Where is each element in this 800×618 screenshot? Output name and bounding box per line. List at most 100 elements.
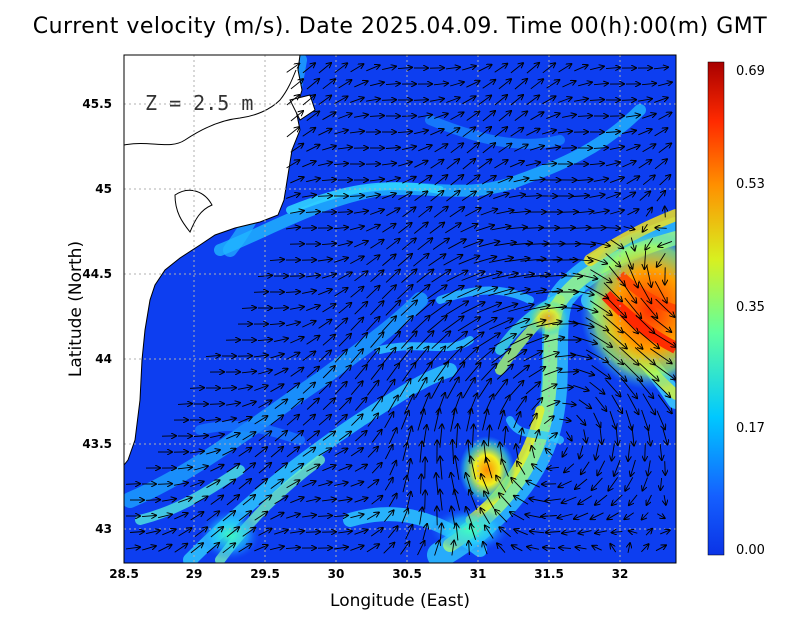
velocity-arrow <box>242 463 255 474</box>
velocity-arrow <box>621 280 637 303</box>
velocity-arrow <box>446 98 459 103</box>
velocity-arrow <box>578 399 591 409</box>
velocity-arrow <box>334 547 348 549</box>
velocity-arrow <box>541 163 556 164</box>
velocity-arrow <box>415 378 426 399</box>
velocity-arrow <box>462 96 476 105</box>
velocity-arrow <box>629 531 638 533</box>
velocity-arrow <box>258 431 271 442</box>
velocity-arrow <box>657 252 666 267</box>
velocity-arrow <box>528 414 537 427</box>
velocity-arrow <box>532 446 535 459</box>
velocity-arrow <box>446 332 467 349</box>
velocity-arrow <box>478 65 491 72</box>
velocity-arrow <box>524 275 550 278</box>
velocity-arrow <box>628 443 630 461</box>
velocity-arrow <box>557 387 573 389</box>
x-tick-label: 30.5 <box>392 567 422 581</box>
velocity-arrow <box>416 331 434 350</box>
velocity-arrow <box>418 145 431 152</box>
velocity-arrow <box>585 285 609 299</box>
velocity-arrow <box>386 364 399 381</box>
velocity-arrow <box>321 274 336 279</box>
velocity-arrow <box>607 298 626 318</box>
velocity-arrow <box>602 315 623 333</box>
velocity-arrow <box>489 258 513 263</box>
velocity-arrow <box>546 113 559 120</box>
velocity-arrow <box>355 431 366 442</box>
velocity-arrow <box>382 224 395 233</box>
velocity-arrow <box>334 382 347 395</box>
velocity-arrow <box>460 224 478 233</box>
velocity-arrow <box>290 177 303 184</box>
velocity-arrow <box>367 447 378 458</box>
velocity-arrow <box>270 354 284 359</box>
velocity-arrow <box>396 316 413 333</box>
velocity-arrow <box>142 546 156 551</box>
velocity-arrow <box>462 332 484 348</box>
velocity-arrow <box>544 369 561 376</box>
velocity-arrow <box>334 318 347 330</box>
velocity-arrow <box>461 302 484 315</box>
velocity-arrow <box>402 177 415 184</box>
velocity-arrow <box>354 271 368 282</box>
velocity-arrow <box>338 465 352 472</box>
velocity-arrow <box>318 382 331 395</box>
velocity-arrow <box>446 128 460 137</box>
velocity-arrow <box>269 323 284 324</box>
velocity-arrow <box>290 111 303 122</box>
velocity-arrow <box>383 543 395 554</box>
velocity-arrow <box>338 366 351 379</box>
velocity-arrow <box>322 499 336 501</box>
velocity-arrow <box>386 239 399 250</box>
velocity-arrow <box>571 228 591 229</box>
velocity-arrow <box>178 498 192 503</box>
velocity-arrow <box>440 424 442 448</box>
velocity-arrow <box>498 111 511 122</box>
velocity-arrow <box>475 348 495 365</box>
velocity-arrow <box>494 160 507 169</box>
velocity-arrow <box>554 355 575 357</box>
y-axis-title: Latitude (North) <box>66 241 86 377</box>
velocity-arrow <box>443 255 463 266</box>
velocity-arrow <box>440 457 442 480</box>
velocity-arrow <box>610 239 624 249</box>
velocity-arrow <box>614 459 621 476</box>
velocity-arrow <box>600 427 602 444</box>
velocity-arrow <box>616 426 618 445</box>
velocity-arrow <box>286 415 299 426</box>
velocity-arrow <box>475 225 494 232</box>
velocity-arrow <box>520 290 546 295</box>
velocity-arrow <box>354 115 368 118</box>
velocity-arrow <box>641 544 648 553</box>
velocity-arrow <box>417 238 433 251</box>
velocity-arrow <box>609 411 616 429</box>
velocity-arrow <box>515 397 526 412</box>
velocity-arrow <box>592 241 610 246</box>
velocity-arrow <box>588 228 605 229</box>
velocity-arrow <box>354 498 368 503</box>
velocity-arrow <box>333 163 348 164</box>
velocity-arrow <box>418 115 432 117</box>
velocity-arrow <box>623 330 643 349</box>
velocity-arrow <box>322 432 335 441</box>
velocity-arrow <box>605 194 620 199</box>
velocity-arrow <box>623 227 635 230</box>
velocity-arrow <box>526 129 539 136</box>
velocity-arrow <box>605 67 620 68</box>
velocity-arrow <box>257 275 272 276</box>
velocity-arrow <box>306 498 320 501</box>
velocity-arrow <box>238 544 252 553</box>
velocity-arrow <box>450 408 456 432</box>
velocity-arrow <box>445 67 460 69</box>
velocity-arrow <box>415 300 434 316</box>
velocity-arrow <box>562 496 577 503</box>
velocity-arrow <box>462 378 475 399</box>
velocity-arrow <box>285 292 300 293</box>
velocity-arrow <box>209 434 224 437</box>
velocity-arrow <box>366 65 379 72</box>
velocity-arrow <box>555 228 575 229</box>
velocity-arrow <box>334 63 347 74</box>
velocity-arrow <box>548 433 557 440</box>
velocity-arrow <box>605 253 621 266</box>
